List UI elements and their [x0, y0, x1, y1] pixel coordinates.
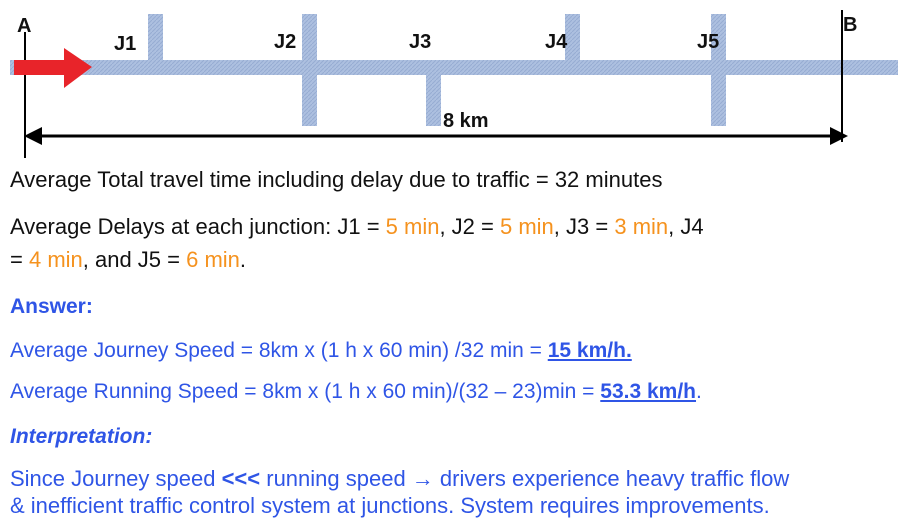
- junction-j1-road: [148, 14, 163, 62]
- interpretation-heading: Interpretation:: [10, 425, 153, 448]
- delays-text-line2: = 4 min, and J5 = 6 min.: [10, 247, 246, 273]
- junction-j1-label: J1: [114, 33, 137, 55]
- journey-prefix: Average Journey Speed = 8km x (1 h x 60 …: [10, 339, 548, 362]
- junction-j5-road: [711, 14, 726, 126]
- delays-text-line1: Average Delays at each junction: J1 = 5 …: [10, 214, 704, 240]
- delay-j3: 3 min: [614, 214, 669, 239]
- travel-time-text: Average Total travel time including dela…: [10, 167, 663, 192]
- point-a-label: A: [17, 15, 32, 37]
- interp-prefix: Since Journey speed: [10, 466, 222, 491]
- road-svg: [10, 10, 898, 158]
- direction-arrow-icon: [64, 48, 92, 88]
- interpretation-line2: & inefficient traffic control system at …: [10, 493, 770, 518]
- delays-prefix: Average Delays at each junction: J1 =: [10, 214, 386, 239]
- delay-j4: 4 min: [28, 247, 83, 272]
- interpretation-line1: Since Journey speed <<< running speed → …: [10, 466, 789, 492]
- junction-j2-road: [302, 14, 317, 126]
- delays-sep-j4: , J4: [668, 214, 704, 239]
- answer-heading: Answer:: [10, 295, 93, 318]
- delays-sep-j3: , J3 =: [553, 214, 615, 239]
- delays-sep-j5: , and J5 =: [82, 247, 187, 272]
- junction-j3-road: [426, 74, 441, 126]
- point-b-label: B: [843, 14, 858, 36]
- junction-j2-label: J2: [274, 31, 297, 53]
- running-speed-text: Average Running Speed = 8km x (1 h x 60 …: [10, 380, 702, 404]
- junction-j4-road: [565, 14, 580, 62]
- delay-j2: 5 min: [500, 214, 554, 239]
- distance-arrow-left-icon: [24, 127, 42, 145]
- journey-speed-text: Average Journey Speed = 8km x (1 h x 60 …: [10, 339, 632, 363]
- distance-label: 8 km: [443, 110, 489, 132]
- road-diagram: A B J1 J2 J3 J4 J5 8 km: [0, 0, 902, 160]
- running-end: .: [696, 380, 702, 403]
- junction-j3-label: J3: [409, 31, 432, 53]
- junction-j5-label: J5: [697, 31, 720, 53]
- distance-arrow-right-icon: [830, 127, 848, 145]
- junction-j4-label: J4: [545, 31, 568, 53]
- delay-j5: 6 min: [186, 247, 240, 272]
- interp-mid: running speed → drivers experience heavy…: [260, 466, 790, 491]
- running-speed-result: 53.3 km/h: [600, 380, 697, 403]
- main-road: [10, 60, 898, 75]
- journey-speed-result: 15 km/h.: [547, 339, 632, 362]
- direction-arrow-shaft: [14, 60, 66, 75]
- delays-sep-j2: , J2 =: [439, 214, 500, 239]
- delays-sep-j4b: =: [10, 247, 29, 272]
- delay-j1: 5 min: [385, 214, 440, 239]
- delays-end: .: [239, 247, 247, 272]
- running-prefix: Average Running Speed = 8km x (1 h x 60 …: [10, 380, 601, 403]
- interp-symbol: <<<: [221, 466, 261, 491]
